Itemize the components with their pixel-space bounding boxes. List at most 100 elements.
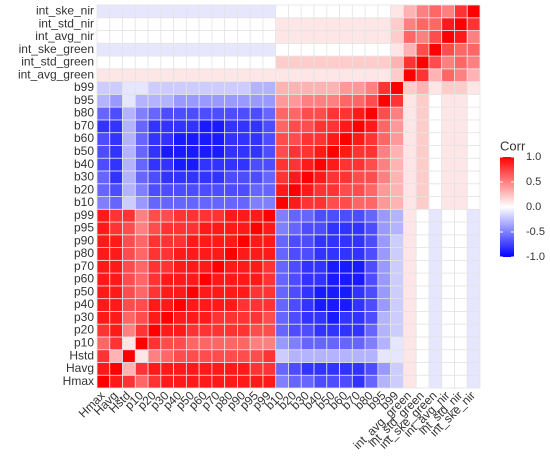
heat-cell	[351, 30, 366, 44]
heat-cell	[198, 272, 213, 287]
heat-cell	[96, 93, 111, 108]
heat-cell	[364, 183, 379, 197]
heat-cell	[198, 106, 213, 121]
heat-cell	[198, 208, 213, 223]
heat-cell	[198, 183, 213, 197]
heat-cell	[300, 4, 315, 19]
heat-cell	[339, 285, 353, 300]
heat-cell	[339, 170, 353, 185]
heat-cell	[377, 208, 392, 223]
heat-cell	[288, 221, 302, 236]
heat-cell	[428, 234, 443, 248]
heat-cell	[313, 4, 328, 19]
heat-cell	[160, 119, 174, 134]
heat-cell	[364, 4, 379, 19]
heat-cell	[275, 17, 289, 31]
heat-cell	[134, 183, 149, 197]
heat-cell	[262, 42, 277, 57]
heat-cell	[313, 323, 328, 338]
heat-cell	[173, 106, 187, 121]
heat-cell	[160, 362, 174, 376]
heat-cell	[211, 323, 226, 338]
heat-cell	[275, 259, 289, 274]
heat-cell	[249, 285, 264, 300]
heat-cell	[237, 272, 251, 287]
heat-cell	[288, 30, 302, 44]
heat-cell	[415, 349, 430, 363]
heat-cell	[415, 272, 430, 287]
heat-cell	[160, 17, 174, 31]
heat-cell	[224, 349, 238, 363]
heat-cell	[262, 336, 277, 351]
colorbar-label: 0.5	[526, 176, 541, 188]
heat-cell	[275, 349, 289, 363]
heat-cell	[122, 196, 136, 210]
heat-cell	[402, 259, 417, 274]
heat-cell	[441, 323, 455, 338]
heat-cell	[415, 285, 430, 300]
heat-cell	[173, 4, 187, 19]
heat-cell	[262, 323, 277, 338]
heat-cell	[224, 259, 238, 274]
heat-cell	[160, 221, 174, 236]
heat-cell	[390, 362, 404, 376]
heat-cell	[339, 208, 353, 223]
heat-cell	[122, 42, 136, 57]
heat-cell	[147, 310, 162, 325]
heat-cell	[428, 55, 443, 70]
heat-cell	[198, 170, 213, 185]
heat-cell	[109, 55, 123, 70]
heat-cell	[147, 272, 162, 287]
heat-cell	[237, 170, 251, 185]
heat-cell	[249, 323, 264, 338]
heat-cell	[466, 374, 481, 389]
heat-cell	[402, 323, 417, 338]
heat-cell	[390, 170, 404, 185]
heat-cell	[249, 4, 264, 19]
heat-cell	[454, 145, 468, 159]
heat-cell	[441, 4, 455, 19]
heat-cell	[224, 81, 238, 95]
y-tick-label: p40	[74, 297, 94, 311]
heat-cell	[326, 247, 340, 261]
heat-cell	[377, 310, 392, 325]
heat-cell	[288, 374, 302, 389]
heat-cell	[415, 81, 430, 95]
heat-cell	[390, 93, 404, 108]
heat-cell	[466, 42, 481, 57]
heat-cell	[96, 132, 111, 146]
heat-cell	[364, 247, 379, 261]
heat-cell	[147, 362, 162, 376]
y-tick-label: p50	[74, 284, 94, 298]
heat-cell	[402, 374, 417, 389]
heat-cell	[390, 119, 404, 134]
heat-cell	[339, 259, 353, 274]
heat-cell	[109, 145, 123, 159]
heat-cell	[275, 170, 289, 185]
heat-cell	[454, 55, 468, 70]
heat-cell	[428, 349, 443, 363]
heat-cell	[198, 221, 213, 236]
heat-cell	[109, 336, 123, 351]
heat-cell	[466, 93, 481, 108]
heat-cell	[147, 208, 162, 223]
heat-cell	[160, 336, 174, 351]
heat-cell	[211, 349, 226, 363]
heat-cell	[275, 362, 289, 376]
heat-cell	[466, 68, 481, 83]
heat-cell	[237, 119, 251, 134]
heat-cell	[185, 221, 200, 236]
heat-cell	[109, 234, 123, 248]
heat-cell	[288, 132, 302, 146]
heat-cell	[313, 145, 328, 159]
heat-cell	[466, 145, 481, 159]
y-tick-label: b30	[74, 170, 94, 184]
heat-cell	[339, 336, 353, 351]
heat-cell	[211, 81, 226, 95]
heat-cell	[237, 106, 251, 121]
heat-cell	[147, 336, 162, 351]
heat-cell	[313, 68, 328, 83]
heat-cell	[428, 272, 443, 287]
y-tick-label: p70	[74, 259, 94, 273]
heat-cell	[454, 183, 468, 197]
